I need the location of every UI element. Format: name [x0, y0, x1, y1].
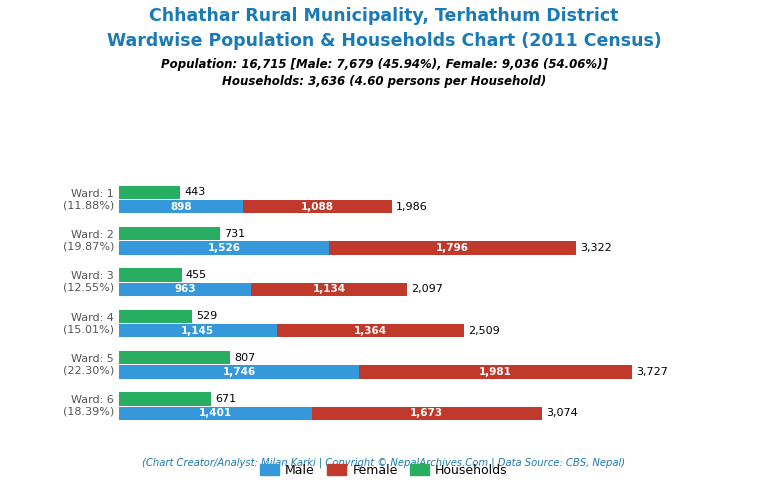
Bar — [119, 407, 312, 420]
Bar — [119, 242, 329, 254]
Text: 1,986: 1,986 — [396, 202, 428, 211]
Bar — [119, 392, 211, 406]
Bar — [119, 283, 251, 296]
Text: Households: 3,636 (4.60 persons per Household): Households: 3,636 (4.60 persons per Hous… — [222, 75, 546, 88]
Bar — [119, 200, 243, 213]
Text: 1,088: 1,088 — [301, 202, 334, 211]
Bar — [243, 200, 392, 213]
Bar — [276, 324, 464, 337]
Text: Wardwise Population & Households Chart (2011 Census): Wardwise Population & Households Chart (… — [107, 32, 661, 50]
Text: (Chart Creator/Analyst: Milan Karki | Copyright © NepalArchives.Com | Data Sourc: (Chart Creator/Analyst: Milan Karki | Co… — [142, 458, 626, 468]
Legend: Male, Female, Households: Male, Female, Households — [255, 459, 513, 482]
Text: 1,796: 1,796 — [436, 243, 469, 253]
Text: 529: 529 — [196, 311, 217, 321]
Text: 1,746: 1,746 — [223, 367, 256, 377]
Text: 2,509: 2,509 — [468, 326, 500, 336]
Text: 671: 671 — [216, 394, 237, 404]
Text: 443: 443 — [184, 187, 205, 197]
Text: 455: 455 — [186, 270, 207, 280]
Text: 898: 898 — [170, 202, 191, 211]
Bar — [119, 268, 181, 282]
Bar — [329, 242, 576, 254]
Bar — [119, 324, 276, 337]
Text: 1,401: 1,401 — [199, 408, 232, 419]
Text: Chhathar Rural Municipality, Terhathum District: Chhathar Rural Municipality, Terhathum D… — [149, 7, 619, 26]
Bar — [119, 227, 220, 240]
Bar — [119, 365, 359, 379]
Bar — [119, 185, 180, 199]
Text: 1,526: 1,526 — [207, 243, 240, 253]
Text: 3,727: 3,727 — [636, 367, 667, 377]
Bar — [251, 283, 408, 296]
Text: 3,074: 3,074 — [546, 408, 578, 419]
Text: Population: 16,715 [Male: 7,679 (45.94%), Female: 9,036 (54.06%)]: Population: 16,715 [Male: 7,679 (45.94%)… — [161, 58, 607, 70]
Text: 1,364: 1,364 — [354, 326, 387, 336]
Bar — [312, 407, 541, 420]
Text: 1,145: 1,145 — [181, 326, 214, 336]
Text: 1,134: 1,134 — [313, 284, 346, 294]
Text: 963: 963 — [174, 284, 196, 294]
Bar — [359, 365, 631, 379]
Text: 1,673: 1,673 — [410, 408, 443, 419]
Bar — [119, 310, 192, 323]
Text: 3,322: 3,322 — [580, 243, 612, 253]
Text: 731: 731 — [223, 229, 245, 239]
Text: 807: 807 — [234, 352, 256, 362]
Bar — [119, 351, 230, 364]
Text: 2,097: 2,097 — [412, 284, 443, 294]
Text: 1,981: 1,981 — [479, 367, 511, 377]
